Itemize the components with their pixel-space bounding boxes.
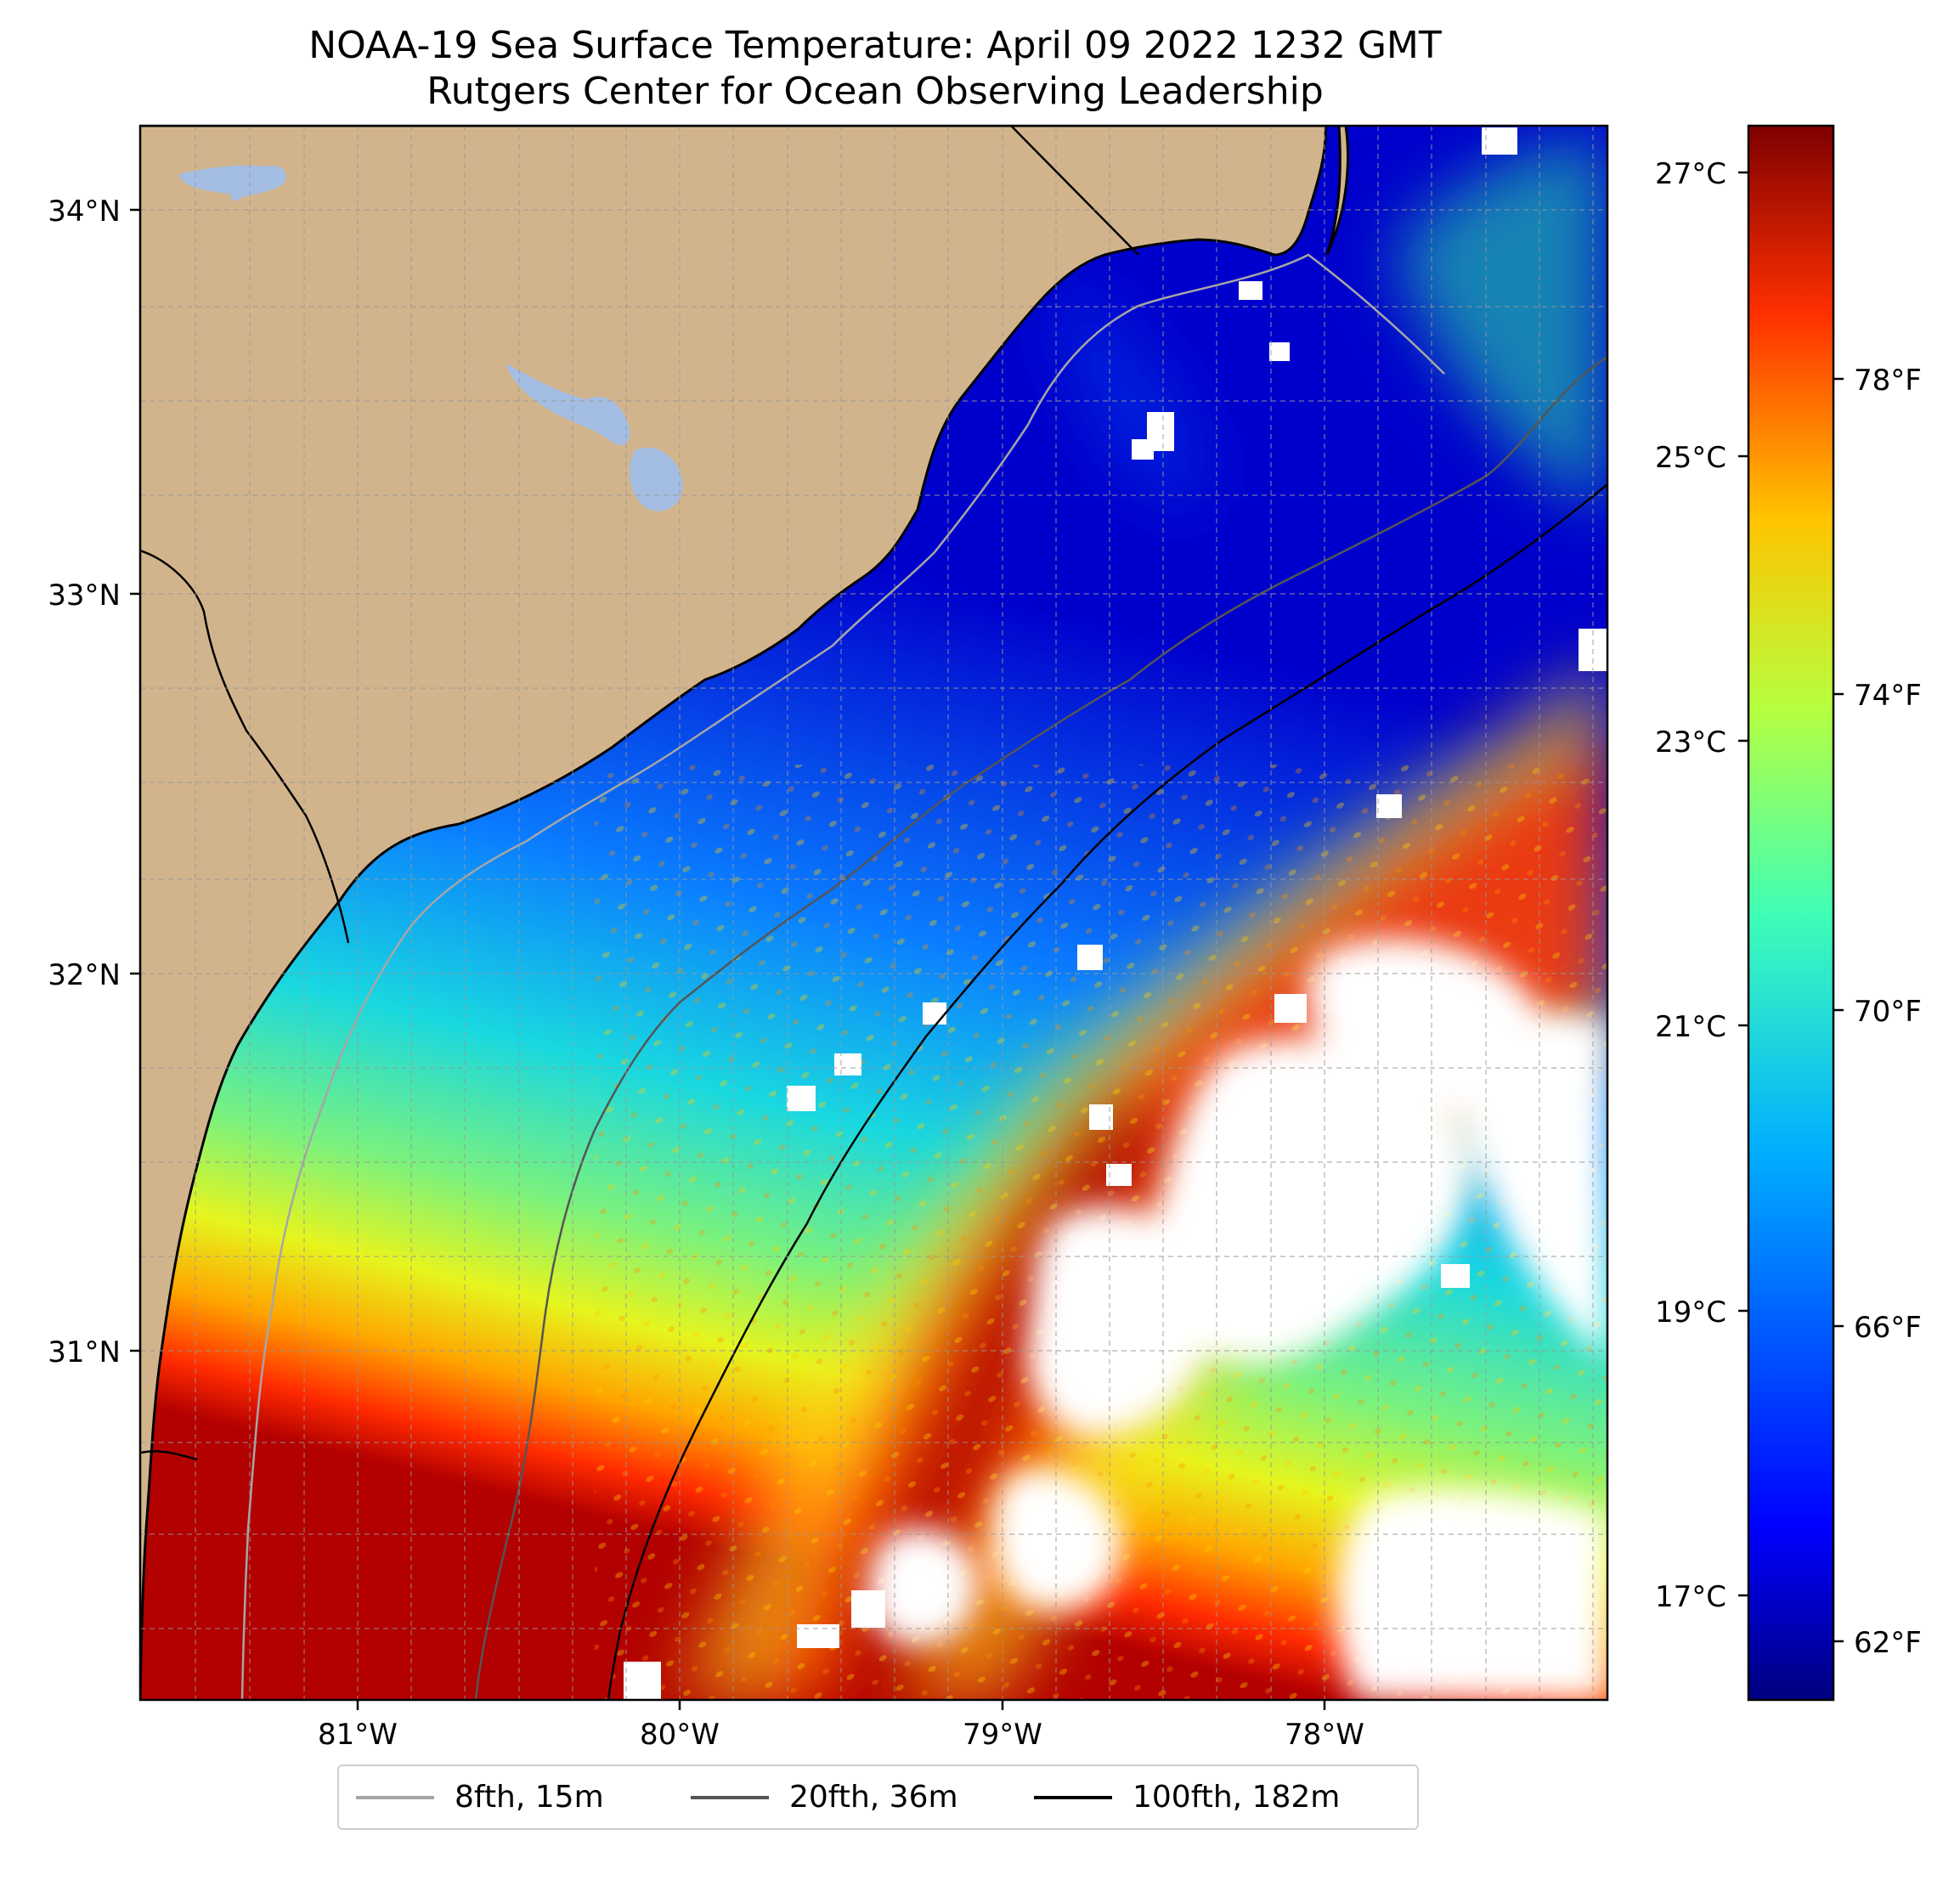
- lon-label-81w: 81°W: [318, 1718, 398, 1752]
- map-gridlines: [140, 126, 1607, 1700]
- coastline: [140, 126, 1327, 1700]
- map-frame: [138, 124, 1609, 1702]
- state-border-ga-fl: [140, 1450, 198, 1461]
- legend-label-8fth: 8fth, 15m: [455, 1780, 604, 1815]
- contour-20fth: [474, 355, 1607, 1700]
- map-title-line1: NOAA-19 Sea Surface Temperature: April 0…: [308, 24, 1442, 67]
- colorbar-fahrenheit-62: 62°F: [1854, 1626, 1922, 1660]
- lake-marion: [506, 364, 630, 445]
- colorbar-fahrenheit-70: 70°F: [1854, 995, 1922, 1029]
- colorbar-celsius-19: 19°C: [1655, 1296, 1726, 1330]
- legend-line-8fth: [356, 1795, 434, 1799]
- colorbar-celsius-17: 17°C: [1655, 1580, 1726, 1614]
- lat-label-32n: 32°N: [48, 958, 121, 992]
- lat-label-33n: 33°N: [48, 579, 121, 613]
- map-title-line2: Rutgers Center for Ocean Observing Leade…: [426, 70, 1324, 113]
- legend-item-20fth: 20fth, 36m: [691, 1766, 958, 1828]
- lake-north: [178, 165, 286, 201]
- contour-8fth: [240, 253, 1445, 1700]
- colorbar-fahrenheit-74: 74°F: [1854, 679, 1922, 713]
- colorbar-celsius-21: 21°C: [1655, 1010, 1726, 1044]
- legend-label-100fth: 100fth, 182m: [1133, 1780, 1341, 1815]
- map-axis-ticks: [130, 208, 1326, 1710]
- lat-label-31n: 31°N: [48, 1335, 121, 1369]
- lat-label-34n: 34°N: [48, 195, 121, 229]
- lon-label-78w: 78°W: [1285, 1718, 1364, 1752]
- lon-label-79w: 79°W: [963, 1718, 1042, 1752]
- sst-map-area: [140, 126, 1607, 1700]
- land-mass: [140, 126, 1326, 1700]
- colorbar-fahrenheit-78: 78°F: [1854, 364, 1922, 398]
- barrier-island: [1325, 126, 1349, 256]
- legend-line-20fth: [691, 1795, 769, 1799]
- legend-item-100fth: 100fth, 182m: [1034, 1766, 1340, 1828]
- legend-line-100fth: [1034, 1795, 1112, 1799]
- lon-label-80w: 80°W: [640, 1718, 720, 1752]
- colorbar-ticks: [1738, 171, 1844, 1643]
- legend-label-20fth: 20fth, 36m: [789, 1780, 958, 1815]
- lake-moultrie: [630, 447, 683, 511]
- colorbar-celsius-23: 23°C: [1655, 725, 1726, 759]
- contour-100fth: [607, 483, 1607, 1700]
- colorbar-fahrenheit-66: 66°F: [1854, 1311, 1922, 1345]
- legend-item-8fth: 8fth, 15m: [356, 1766, 604, 1828]
- colorbar-celsius-25: 25°C: [1655, 441, 1726, 475]
- contour-legend: 8fth, 15m 20fth, 36m 100fth, 182m: [337, 1764, 1419, 1830]
- temperature-colorbar: [1747, 124, 1835, 1702]
- state-border-nc-sc: [1010, 126, 1139, 256]
- colorbar-celsius-27: 27°C: [1655, 157, 1726, 191]
